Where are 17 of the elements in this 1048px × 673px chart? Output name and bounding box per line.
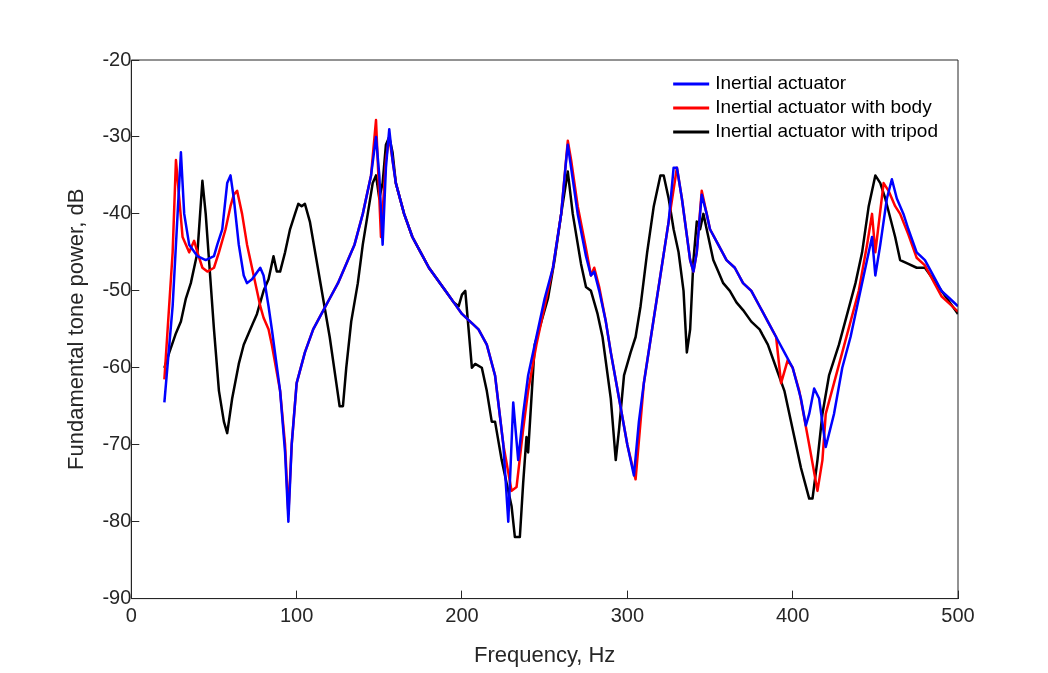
x-tick-label: 400 [775,604,810,627]
x-tick-label: 500 [941,604,975,627]
y-tick-label: -80 [102,509,132,532]
legend-label: Inertial actuator with tripod [715,120,939,142]
y-tick-label: -70 [102,432,132,455]
legend-label: Inertial actuator with body [715,96,933,118]
x-tick-label: 200 [445,604,479,627]
y-tick-label: -50 [102,278,132,301]
y-tick-label: -30 [102,124,132,147]
x-tick-label: 100 [279,604,314,627]
y-tick-label: -40 [102,201,132,224]
y-tick-label: -20 [102,47,132,70]
x-tick-label: 300 [610,604,645,627]
y-axis-title: Fundamental tone power, dB [63,188,89,470]
legend-label: Inertial actuator [715,72,847,94]
x-axis-title: Frequency, Hz [473,641,616,667]
y-tick-label: -60 [102,355,132,378]
